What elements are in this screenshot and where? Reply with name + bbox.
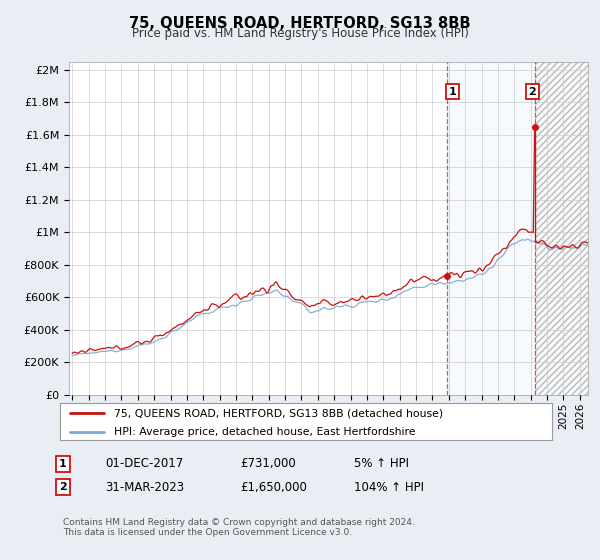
Text: 75, QUEENS ROAD, HERTFORD, SG13 8BB: 75, QUEENS ROAD, HERTFORD, SG13 8BB xyxy=(129,16,471,31)
Text: 1: 1 xyxy=(449,87,456,96)
Text: 01-DEC-2017: 01-DEC-2017 xyxy=(105,457,183,470)
Text: 2: 2 xyxy=(59,482,67,492)
Text: Contains HM Land Registry data © Crown copyright and database right 2024.
This d: Contains HM Land Registry data © Crown c… xyxy=(63,518,415,538)
Text: 75, QUEENS ROAD, HERTFORD, SG13 8BB (detached house): 75, QUEENS ROAD, HERTFORD, SG13 8BB (det… xyxy=(114,408,443,418)
Text: 5% ↑ HPI: 5% ↑ HPI xyxy=(354,457,409,470)
Bar xyxy=(448,62,535,395)
Text: 104% ↑ HPI: 104% ↑ HPI xyxy=(354,480,424,494)
Text: £1,650,000: £1,650,000 xyxy=(240,480,307,494)
Text: 31-MAR-2023: 31-MAR-2023 xyxy=(105,480,184,494)
Text: HPI: Average price, detached house, East Hertfordshire: HPI: Average price, detached house, East… xyxy=(114,427,416,437)
Text: 2: 2 xyxy=(529,87,536,96)
Text: Price paid vs. HM Land Registry's House Price Index (HPI): Price paid vs. HM Land Registry's House … xyxy=(131,27,469,40)
Bar xyxy=(535,62,588,395)
Text: 1: 1 xyxy=(59,459,67,469)
Text: £731,000: £731,000 xyxy=(240,457,296,470)
Bar xyxy=(535,62,588,395)
